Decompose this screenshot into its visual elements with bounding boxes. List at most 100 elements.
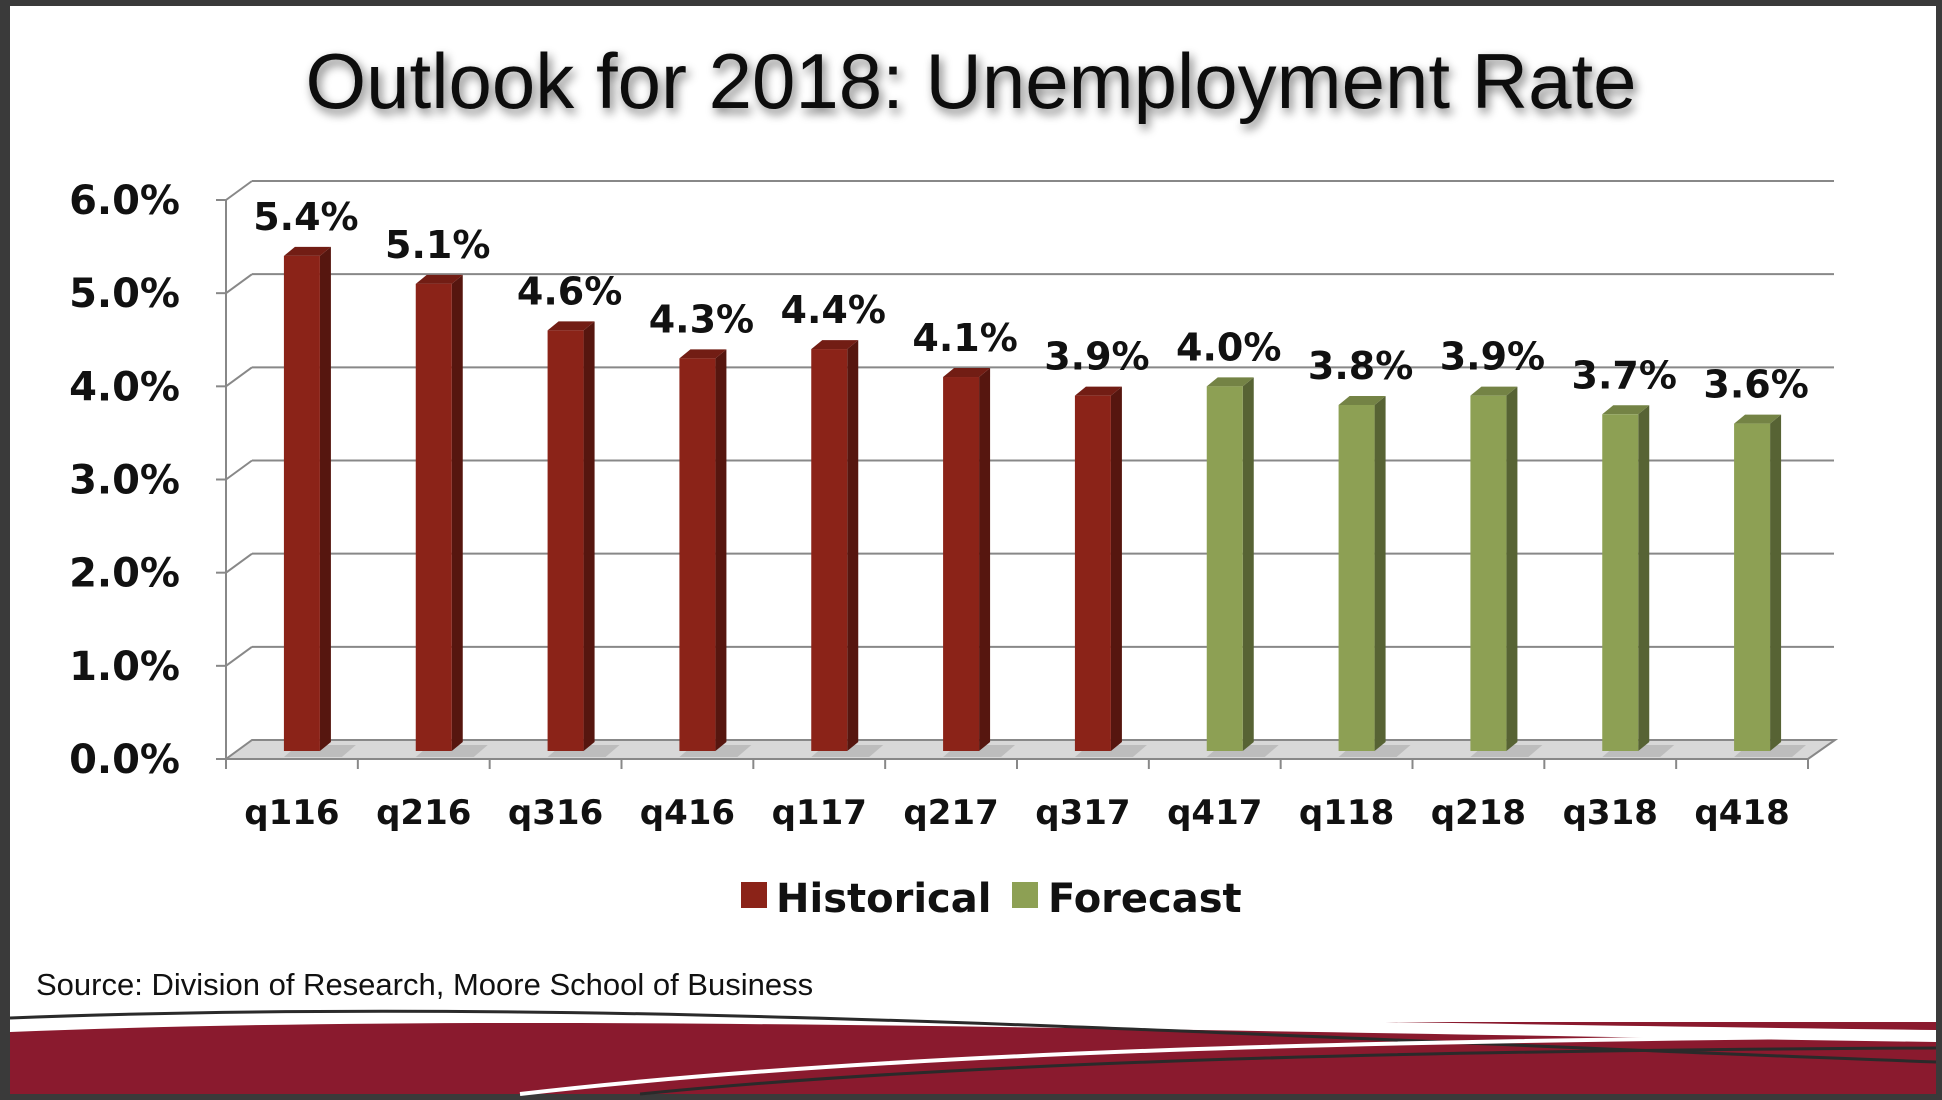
footer-swoosh-light (519, 1034, 1937, 1096)
value-label-q316: 4.6% (517, 269, 622, 313)
x-tick-label-q218: q218 (1431, 793, 1526, 833)
bar-side (319, 246, 331, 751)
value-label-q318: 3.7% (1572, 353, 1677, 397)
legend-swatch-historical (741, 882, 767, 908)
bar-q316 (547, 321, 620, 757)
bars (283, 246, 1807, 757)
x-tick-label-q416: q416 (640, 793, 735, 833)
y-tick-label: 0.0% (69, 737, 180, 783)
bar-side (583, 321, 595, 751)
y-axis: 0.0% 1.0% 2.0% 3.0% 4.0% 5.0% 6.0% (69, 178, 226, 783)
y-tick-label: 4.0% (69, 364, 180, 410)
y-tick-label: 2.0% (69, 551, 180, 597)
bar-side (1374, 395, 1386, 751)
y-tick-label: 1.0% (69, 644, 180, 690)
bar-q218 (1470, 386, 1543, 757)
bar-top (811, 340, 859, 350)
gridline-diagonal (225, 459, 253, 481)
bar-front (415, 283, 452, 751)
legend-label-historical: Historical (776, 876, 991, 922)
x-tick-label-q316: q316 (508, 793, 603, 833)
bar-q118 (1338, 395, 1411, 757)
value-label-q418: 3.6% (1703, 363, 1808, 407)
footer-swoosh-dark (9, 1009, 1937, 1064)
bar-side (1242, 377, 1254, 751)
gridlines (225, 180, 1834, 667)
footer-swoosh-dark-2 (639, 1046, 1937, 1096)
value-label-q116: 5.4% (253, 195, 358, 239)
bar-top (547, 321, 595, 331)
plot-back-wall (252, 178, 1835, 740)
bar-top (1338, 395, 1386, 405)
bar-front (1470, 395, 1507, 751)
bar-side (715, 349, 727, 751)
value-label-q217: 4.1% (912, 316, 1017, 360)
gridline-diagonal (225, 552, 253, 574)
bar-q417 (1206, 377, 1279, 757)
x-tick-label-q217: q217 (903, 793, 998, 833)
bar-q416 (679, 349, 752, 757)
chart-title: Outlook for 2018: Unemployment Rate (305, 37, 1636, 125)
bar-front (283, 255, 320, 751)
plot-area: 0.0% 1.0% 2.0% 3.0% 4.0% 5.0% 6.0% q116 q216 q31… (69, 178, 1839, 833)
bar-side (1770, 414, 1782, 751)
legend-swatch-forecast (1012, 882, 1038, 908)
bar-top (1206, 377, 1254, 387)
bar-q418 (1734, 414, 1807, 757)
bar-side (451, 274, 463, 751)
x-axis: q116 q216 q316 q416 q117 q217 q317 q417 q118 q218… (225, 759, 1809, 833)
value-label-q417: 4.0% (1176, 325, 1281, 369)
legend-label-forecast: Forecast (1048, 876, 1242, 922)
value-label-q218: 3.9% (1440, 335, 1545, 379)
value-label-q216: 5.1% (385, 223, 490, 267)
bar-front (1602, 414, 1639, 751)
bar-top (415, 274, 463, 284)
bar-side (1638, 405, 1650, 751)
bar-front (679, 358, 716, 751)
value-label-q317: 3.9% (1044, 335, 1149, 379)
x-tick-label-q117: q117 (772, 793, 867, 833)
bar-top (283, 246, 331, 256)
legend: Historical Forecast (741, 876, 1242, 922)
value-label-q118: 3.8% (1308, 344, 1413, 388)
bar-front (1206, 386, 1243, 751)
bar-top (1734, 414, 1782, 424)
bar-q116 (283, 246, 356, 757)
bar-top (1602, 405, 1650, 415)
x-tick-label-q216: q216 (376, 793, 471, 833)
x-tick-label-q418: q418 (1694, 793, 1789, 833)
bar-q317 (1074, 386, 1147, 757)
bar-q318 (1602, 405, 1675, 757)
x-tick-label-q317: q317 (1035, 793, 1130, 833)
y-tick-label: 6.0% (69, 178, 180, 224)
gridline-diagonal (225, 180, 253, 201)
bar-side (1110, 386, 1122, 751)
footer-swoosh-top (10, 1012, 1936, 1042)
gridline-diagonal (225, 646, 253, 667)
bar-front (1338, 404, 1375, 751)
bar-side (1506, 386, 1518, 751)
bar-q217 (943, 368, 1016, 757)
bar-side (979, 368, 991, 751)
bar-front (943, 377, 980, 751)
bar-q216 (415, 274, 488, 757)
value-label-q117: 4.4% (781, 288, 886, 332)
y-tick-label: 3.0% (69, 458, 180, 504)
x-tick-label-q318: q318 (1563, 793, 1658, 833)
bar-side (847, 340, 859, 751)
gridline-diagonal (225, 273, 253, 294)
value-label-q416: 4.3% (649, 297, 754, 341)
x-tick-label-q118: q118 (1299, 793, 1394, 833)
bar-front (811, 349, 848, 751)
bar-top (943, 368, 991, 378)
bar-front (1074, 395, 1111, 751)
source-note: Source: Division of Research, Moore Scho… (36, 967, 813, 1002)
bar-top (1074, 386, 1122, 396)
bar-top (679, 349, 727, 359)
bar-top (1470, 386, 1518, 396)
y-tick-label: 5.0% (69, 271, 180, 317)
x-tick-label-q116: q116 (244, 793, 339, 833)
bar-q117 (811, 340, 884, 757)
x-tick-label-q417: q417 (1167, 793, 1262, 833)
